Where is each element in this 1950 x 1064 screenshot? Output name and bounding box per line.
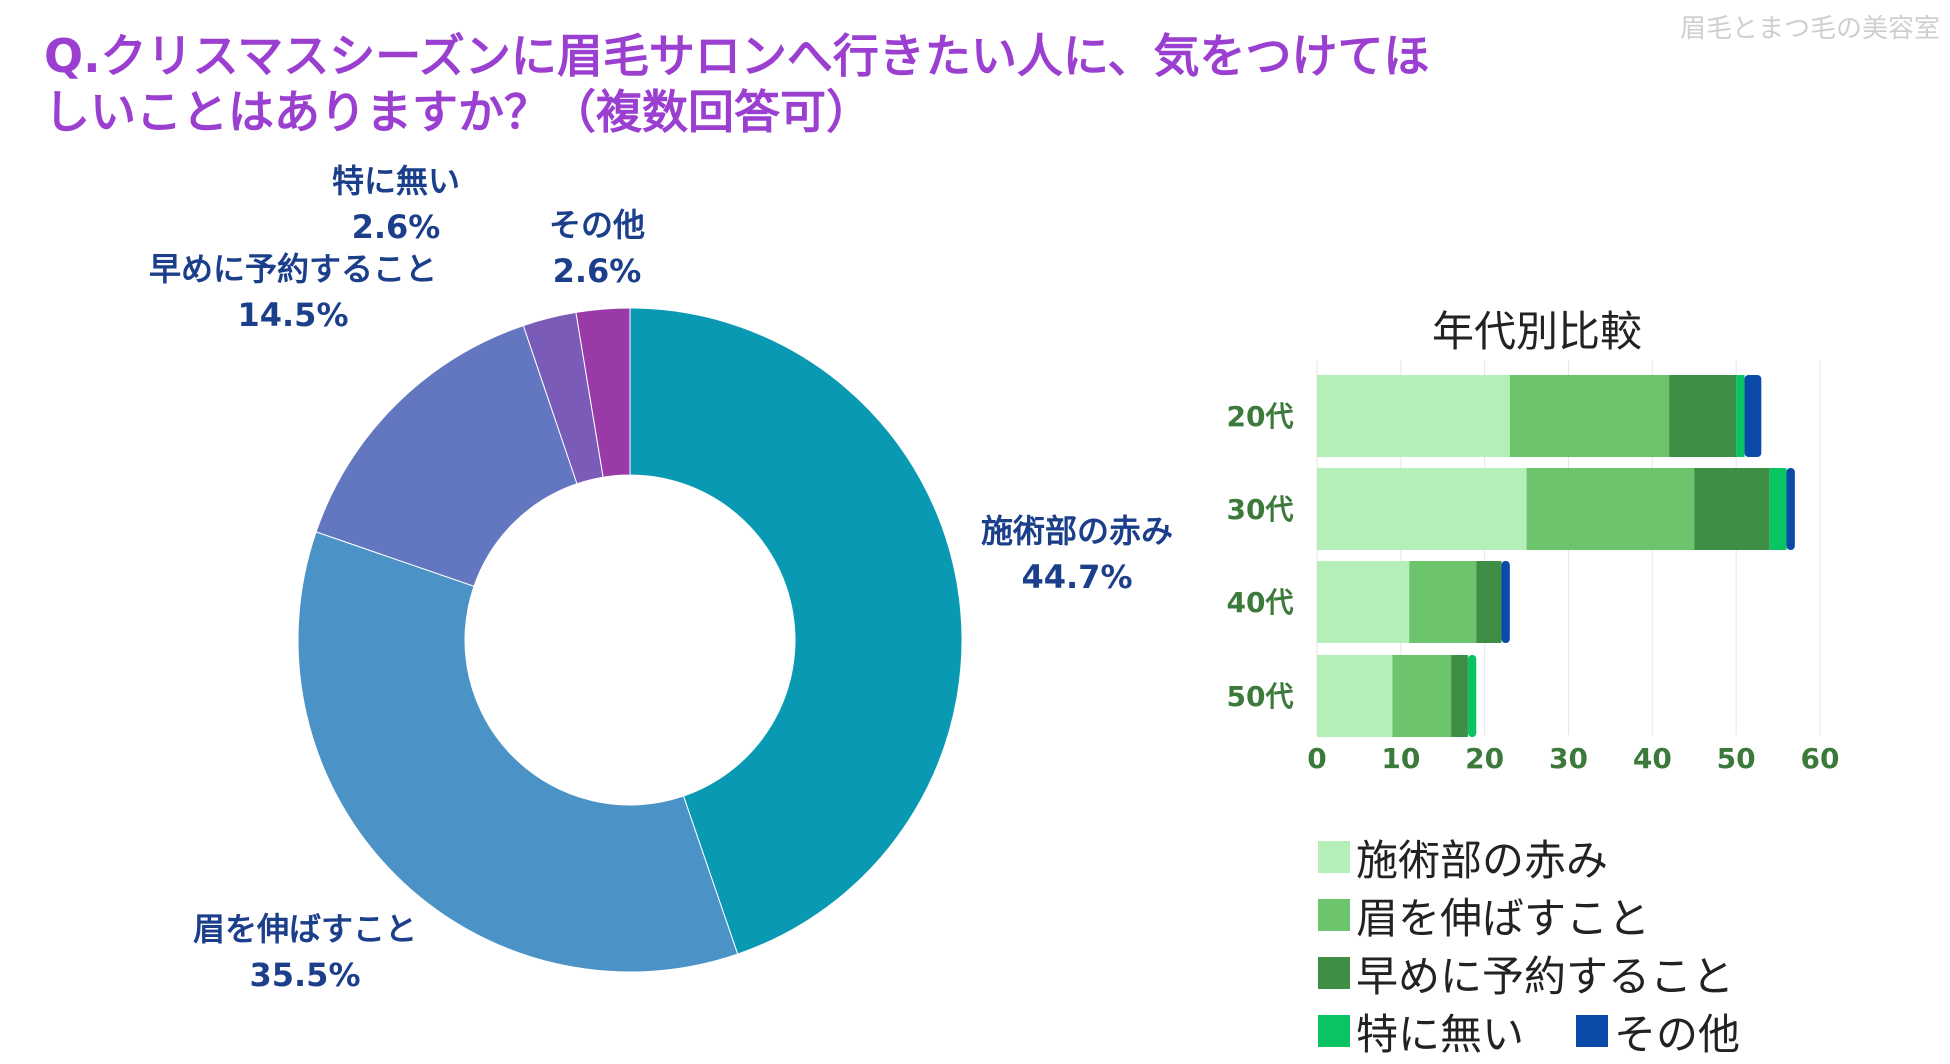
bar-segment [1501,561,1510,643]
legend-label: 眉を伸ばすこと [1356,893,1651,943]
legend-label: 施術部の赤み [1356,835,1609,885]
donut-slice-4 [575,307,631,478]
pie-label-early-booking: 早めに予約すること 14.5% [149,246,437,338]
legend-row: 眉を伸ばすこと [1318,886,1938,944]
bar-segment [1467,655,1477,737]
legend-item: 眉を伸ばすこと [1318,885,1650,946]
legend-item: その他 [1576,1001,1740,1062]
bar-chart: 0 10 20 30 40 50 60 20代 30代 40代 50代 [1227,360,1840,775]
legend-swatch [1318,899,1350,931]
x-tick-label: 30 [1549,742,1588,775]
pie-label-text: その他 [548,206,646,244]
bar-segment [1736,375,1745,457]
chart-title: Q.クリスマスシーズンに眉毛サロンへ行きたい人に、気をつけてほしいことはあります… [44,29,1430,139]
x-tick-label: 20 [1465,742,1504,775]
bar-segment [1526,468,1695,550]
legend-label: その他 [1614,1009,1741,1059]
legend-item: 特に無い [1318,1001,1524,1062]
x-tick-label: 0 [1307,742,1326,775]
bar-segment [1476,561,1502,643]
y-category-label: 50代 [1227,680,1294,713]
pie-label-value: 2.6% [552,252,642,290]
bar-segment [1744,375,1762,457]
y-category-label: 20代 [1227,400,1294,433]
legend-swatch [1576,1015,1609,1047]
legend-row: 施術部の赤み [1318,828,1938,886]
legend-swatch [1318,841,1350,873]
x-tick-label: 50 [1717,742,1756,775]
bar-segment [1769,468,1787,550]
legend-label: 特に無い [1356,1009,1525,1059]
pie-label-value: 44.7% [1021,558,1133,596]
x-tick-label: 60 [1801,742,1840,775]
bar-segment [1317,375,1510,457]
watermark: 眉毛とまつ毛の美容室 [1679,14,1940,44]
bar-segment [1669,375,1737,457]
pie-label-redness: 施術部の赤み 44.7% [981,508,1173,600]
pie-label-other: その他 2.6% [549,202,645,294]
bar-segment [1786,468,1795,550]
x-tick-label: 40 [1633,742,1672,775]
y-category-label: 30代 [1227,493,1294,526]
legend-row: 早めに予約すること [1318,944,1938,1002]
pie-label-value: 35.5% [249,956,361,994]
bar-segment [1451,655,1468,737]
bar-segment [1317,468,1527,550]
pie-label-value: 2.6% [351,208,441,246]
legend-swatch [1318,1015,1350,1047]
y-category-label: 40代 [1227,586,1294,619]
bar-segment [1409,561,1477,643]
bar-segment [1317,655,1393,737]
bar-segment [1509,375,1670,457]
pie-label-text: 眉を伸ばすこと [192,910,418,948]
donut-slice-2 [315,324,578,587]
pie-label-text: 早めに予約すること [148,250,438,288]
bar-segment [1694,468,1770,550]
bar-segment [1392,655,1452,737]
pie-label-text: 施術部の赤み [980,512,1174,550]
pie-label-value: 14.5% [237,296,349,334]
donut-slice-1 [297,531,739,973]
legend-swatch [1318,957,1350,989]
pie-label-nothing: 特に無い 2.6% [332,158,460,250]
x-tick-label: 10 [1381,742,1420,775]
bar-segment [1317,561,1410,643]
pie-label-grow-brows: 眉を伸ばすこと 35.5% [193,906,417,998]
donut-slice-0 [629,307,963,955]
legend-label: 早めに予約すること [1356,951,1735,1001]
legend-item: 早めに予約すること [1318,943,1734,1004]
pie-label-text: 特に無い [331,162,461,200]
legend-item: 施術部の赤み [1318,827,1608,888]
legend-row: 特に無い その他 [1318,1002,1938,1060]
bar-chart-title: 年代別比較 [1432,307,1643,356]
bar-legend: 施術部の赤み 眉を伸ばすこと 早めに予約すること 特に無い その他 [1318,828,1938,1060]
